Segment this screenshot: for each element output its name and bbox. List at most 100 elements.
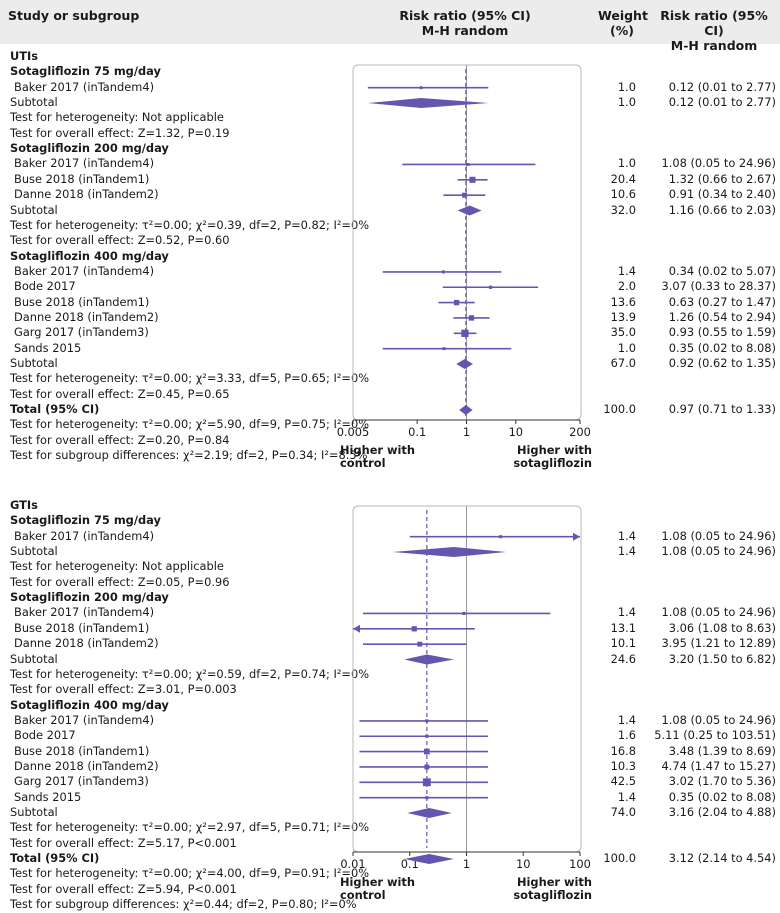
study-row: Buse 2018 (inTandem1) 16.8 3.48 (1.39 to 8… bbox=[0, 744, 780, 760]
subtotal-label: Subtotal bbox=[10, 95, 58, 110]
risk-ratio-ci-value: 0.92 (0.62 to 1.35) bbox=[668, 356, 776, 370]
weight-value: 67.0 bbox=[610, 356, 636, 370]
risk-ratio-ci-value: 1.08 (0.05 to 24.96) bbox=[661, 156, 776, 171]
weight-value: 32.0 bbox=[610, 202, 636, 217]
group-row: Sotagliflozin 200 mg/day bbox=[0, 590, 780, 606]
note-label: Test for subgroup differences: χ²=0.44; … bbox=[10, 897, 357, 912]
study-label: Baker 2017 (inTandem4) bbox=[14, 79, 155, 94]
study-label: Baker 2017 (inTandem4) bbox=[14, 528, 155, 543]
note-row: Test for overall effect: Z=0.05, P=0.96 bbox=[0, 575, 780, 591]
note-row: Test for heterogeneity: τ²=0.00; χ²=0.39… bbox=[0, 218, 780, 234]
study-row: Bode 2017 2.0 3.07 (0.33 to 28.37) bbox=[0, 279, 780, 295]
risk-ratio-ci-value: 5.11 (0.25 to 103.51) bbox=[654, 728, 776, 743]
note-label: Test for heterogeneity: τ²=0.00; χ²=5.90… bbox=[10, 417, 370, 432]
study-row: Sands 2015 1.0 0.35 (0.02 to 8.08) bbox=[0, 341, 780, 357]
note-label: Test for heterogeneity: Not applicable bbox=[10, 559, 224, 574]
note-label: Test for heterogeneity: Not applicable bbox=[10, 110, 224, 125]
study-row: Danne 2018 (inTandem2) 10.3 4.74 (1.47 to … bbox=[0, 759, 780, 775]
study-label: Danne 2018 (inTandem2) bbox=[14, 309, 159, 324]
note-row: Test for heterogeneity: τ²=0.00; χ²=4.00… bbox=[0, 866, 780, 882]
weight-value: 100.0 bbox=[603, 402, 636, 417]
note-row: Test for heterogeneity: Not applicable bbox=[0, 110, 780, 126]
weight-value: 24.6 bbox=[610, 651, 636, 666]
study-label: Sands 2015 bbox=[14, 340, 82, 355]
study-row: Danne 2018 (inTandem2) 13.9 1.26 (0.54 to … bbox=[0, 310, 780, 326]
risk-ratio-ci-value: 0.63 (0.27 to 1.47) bbox=[668, 294, 776, 309]
study-row: Buse 2018 (inTandem1) 20.4 1.32 (0.66 to 2… bbox=[0, 172, 780, 188]
weight-value: 100.0 bbox=[603, 851, 636, 866]
note-row: Test for subgroup differences: χ²=2.19; … bbox=[0, 448, 780, 464]
risk-ratio-ci-value: 3.06 (1.08 to 8.63) bbox=[668, 620, 776, 635]
note-label: Test for heterogeneity: τ²=0.00; χ²=0.39… bbox=[10, 217, 370, 232]
subtotal-row: Subtotal 74.0 3.16 (2.04 to 4.88) bbox=[0, 805, 780, 821]
risk-ratio-ci-value: 3.02 (1.70 to 5.36) bbox=[668, 774, 776, 789]
section-row: GTIs bbox=[0, 498, 780, 514]
risk-ratio-ci-value: 1.08 (0.05 to 24.96) bbox=[661, 528, 776, 543]
risk-ratio-ci-value: 1.08 (0.05 to 24.96) bbox=[661, 605, 776, 620]
study-row: Buse 2018 (inTandem1) 13.6 0.63 (0.27 to 1… bbox=[0, 295, 780, 311]
section-label: UTIs bbox=[10, 49, 39, 63]
note-label: Test for overall effect: Z=0.05, P=0.96 bbox=[10, 574, 230, 589]
note-label: Test for overall effect: Z=0.20, P=0.84 bbox=[10, 432, 230, 447]
study-row: Sands 2015 1.4 0.35 (0.02 to 8.08) bbox=[0, 790, 780, 806]
risk-ratio-ci-value: 1.32 (0.66 to 2.67) bbox=[668, 171, 776, 186]
risk-ratio-ci-value: 4.74 (1.47 to 15.27) bbox=[661, 758, 776, 773]
study-row: Baker 2017 (inTandem4) 1.0 1.08 (0.05 to 2… bbox=[0, 156, 780, 172]
header-rr-line2: M-H random bbox=[421, 23, 509, 38]
note-row: Test for heterogeneity: Not applicable bbox=[0, 559, 780, 575]
study-label: Danne 2018 (inTandem2) bbox=[14, 758, 159, 773]
note-label: Test for heterogeneity: τ²=0.00; χ²=2.97… bbox=[10, 820, 370, 835]
header-risk-ratio-ci: Risk ratio (95% CI) M-H random bbox=[652, 8, 776, 53]
study-label: Sands 2015 bbox=[14, 789, 82, 804]
weight-value: 16.8 bbox=[610, 743, 636, 758]
study-row: Baker 2017 (inTandem4) 1.4 1.08 (0.05 to 2… bbox=[0, 529, 780, 545]
risk-ratio-ci-value: 3.07 (0.33 to 28.37) bbox=[661, 279, 776, 294]
weight-value: 1.4 bbox=[617, 263, 636, 278]
weight-value: 13.9 bbox=[610, 309, 636, 324]
subtotal-label: Subtotal bbox=[10, 544, 58, 559]
group-label: Sotagliflozin 75 mg/day bbox=[10, 513, 161, 528]
note-row: Test for overall effect: Z=0.45, P=0.65 bbox=[0, 387, 780, 403]
note-label: Test for subgroup differences: χ²=2.19; … bbox=[10, 448, 368, 463]
weight-value: 13.6 bbox=[610, 294, 636, 309]
study-label: Danne 2018 (inTandem2) bbox=[14, 636, 159, 651]
weight-value: 10.6 bbox=[610, 187, 636, 202]
group-label: Sotagliflozin 400 mg/day bbox=[10, 697, 169, 712]
section-row: UTIs bbox=[0, 49, 780, 65]
note-row: Test for overall effect: Z=0.20, P=0.84 bbox=[0, 433, 780, 449]
study-label: Baker 2017 (inTandem4) bbox=[14, 712, 155, 727]
study-label: Baker 2017 (inTandem4) bbox=[14, 156, 155, 171]
study-label: Danne 2018 (inTandem2) bbox=[14, 187, 159, 202]
note-row: Test for overall effect: Z=1.32, P=0.19 bbox=[0, 126, 780, 142]
note-row: Test for overall effect: Z=3.01, P=0.003 bbox=[0, 682, 780, 698]
weight-value: 1.0 bbox=[617, 156, 636, 171]
risk-ratio-ci-value: 3.48 (1.39 to 8.69) bbox=[668, 743, 776, 758]
risk-ratio-ci-value: 1.26 (0.54 to 2.94) bbox=[668, 309, 776, 324]
study-label: Baker 2017 (inTandem4) bbox=[14, 263, 155, 278]
study-row: Baker 2017 (inTandem4) 1.4 0.34 (0.02 to 5… bbox=[0, 264, 780, 280]
header-ci-line2: M-H random bbox=[670, 38, 758, 53]
weight-value: 1.0 bbox=[617, 79, 636, 94]
weight-value: 35.0 bbox=[610, 325, 636, 340]
risk-ratio-ci-value: 0.97 (0.71 to 1.33) bbox=[668, 402, 776, 417]
study-row: Bode 2017 1.6 5.11 (0.25 to 103.51) bbox=[0, 728, 780, 744]
header-rr-line1: Risk ratio (95% CI) bbox=[399, 8, 531, 23]
study-label: Garg 2017 (inTandem3) bbox=[14, 774, 149, 789]
risk-ratio-ci-value: 0.12 (0.01 to 2.77) bbox=[668, 95, 776, 110]
study-row: Garg 2017 (inTandem3) 35.0 0.93 (0.55 to 1… bbox=[0, 325, 780, 341]
subtotal-row: Subtotal 1.4 1.08 (0.05 to 24.96) bbox=[0, 544, 780, 560]
note-row: Test for heterogeneity: τ²=0.00; χ²=2.97… bbox=[0, 820, 780, 836]
weight-value: 1.4 bbox=[617, 528, 636, 543]
group-row: Sotagliflozin 400 mg/day bbox=[0, 698, 780, 714]
header-weight: Weight (%) bbox=[598, 8, 648, 38]
risk-ratio-ci-value: 0.12 (0.01 to 2.77) bbox=[668, 79, 776, 94]
risk-ratio-ci-value: 0.35 (0.02 to 8.08) bbox=[668, 789, 776, 804]
subtotal-row: Subtotal 1.0 0.12 (0.01 to 2.77) bbox=[0, 95, 780, 111]
weight-value: 42.5 bbox=[610, 774, 636, 789]
weight-value: 2.0 bbox=[617, 279, 636, 294]
section-label: GTIs bbox=[10, 498, 38, 512]
study-label: Bode 2017 bbox=[14, 728, 76, 743]
study-label: Buse 2018 (inTandem1) bbox=[14, 743, 150, 758]
note-label: Test for overall effect: Z=5.17, P<0.001 bbox=[10, 835, 237, 850]
subtotal-row: Subtotal 24.6 3.20 (1.50 to 6.82) bbox=[0, 652, 780, 668]
